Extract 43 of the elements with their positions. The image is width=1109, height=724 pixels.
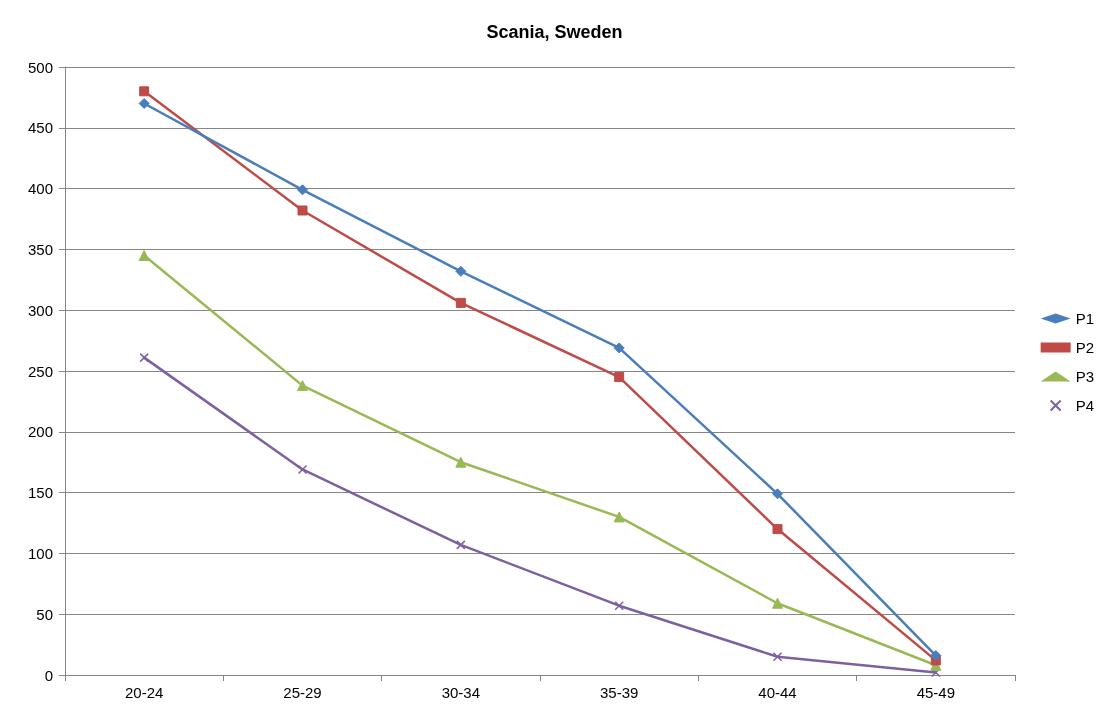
y-tick-label: 300: [27, 301, 53, 319]
point: [455, 265, 467, 277]
point: [772, 488, 783, 500]
legend-label: P2: [1075, 339, 1095, 356]
x-tick-label: 45-49: [916, 684, 956, 701]
point: [614, 372, 625, 383]
point: [138, 249, 150, 261]
point: [456, 540, 466, 550]
x-tick-label: 20-24: [124, 684, 164, 701]
point: [930, 650, 942, 662]
y-tick-label: 400: [27, 180, 53, 198]
x-tick-label: 30-34: [441, 684, 481, 701]
y-tick-label: 150: [27, 484, 53, 502]
point: [772, 652, 783, 662]
point: [139, 86, 150, 97]
chart-title: Scania, Sweden: [486, 22, 623, 42]
point: [138, 97, 150, 109]
y-tick-label: 200: [27, 423, 53, 441]
point: [613, 342, 625, 354]
y-tick-label: 500: [27, 58, 53, 76]
legend-label: P1: [1075, 310, 1095, 327]
point: [297, 380, 308, 392]
point: [297, 205, 308, 216]
y-tick-label: 450: [27, 119, 53, 137]
x-tick-label: 40-44: [758, 684, 797, 701]
y-tick-label: 100: [27, 544, 53, 562]
x-tick-label: 25-29: [283, 684, 322, 701]
x-tick-label: 35-39: [599, 684, 639, 701]
point: [139, 352, 149, 363]
point: [455, 456, 467, 468]
legend-label: P3: [1075, 368, 1095, 385]
point: [772, 524, 783, 535]
point: [297, 464, 308, 475]
point: [613, 511, 625, 523]
point: [772, 597, 783, 609]
point: [455, 297, 466, 308]
point: [614, 600, 624, 611]
point: [297, 184, 308, 196]
y-tick-label: 50: [36, 605, 53, 623]
legend-label: P4: [1075, 397, 1095, 414]
y-tick-label: 350: [27, 240, 53, 258]
y-tick-label: 0: [44, 666, 53, 684]
y-tick-label: 250: [27, 362, 53, 380]
